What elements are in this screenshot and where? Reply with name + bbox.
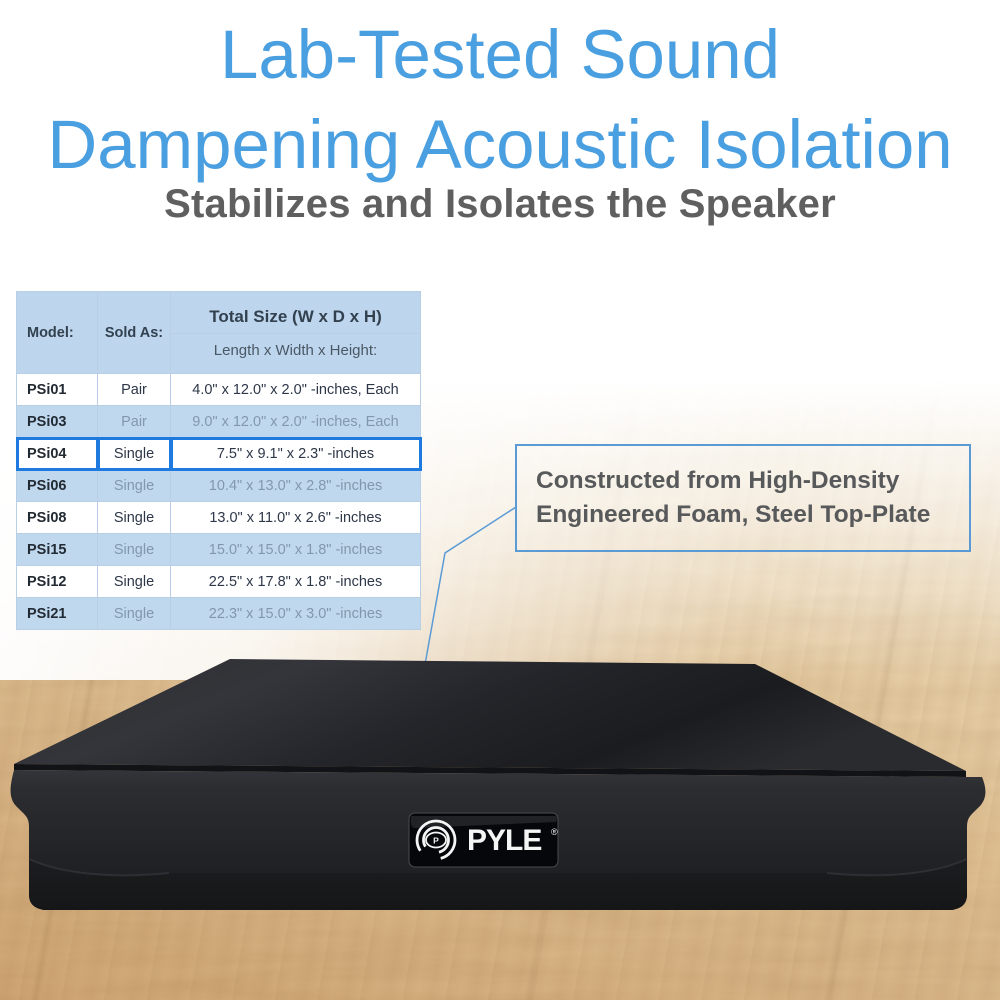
svg-text:PYLE: PYLE xyxy=(467,824,541,857)
svg-text:®: ® xyxy=(551,827,558,837)
svg-text:P: P xyxy=(433,836,439,846)
